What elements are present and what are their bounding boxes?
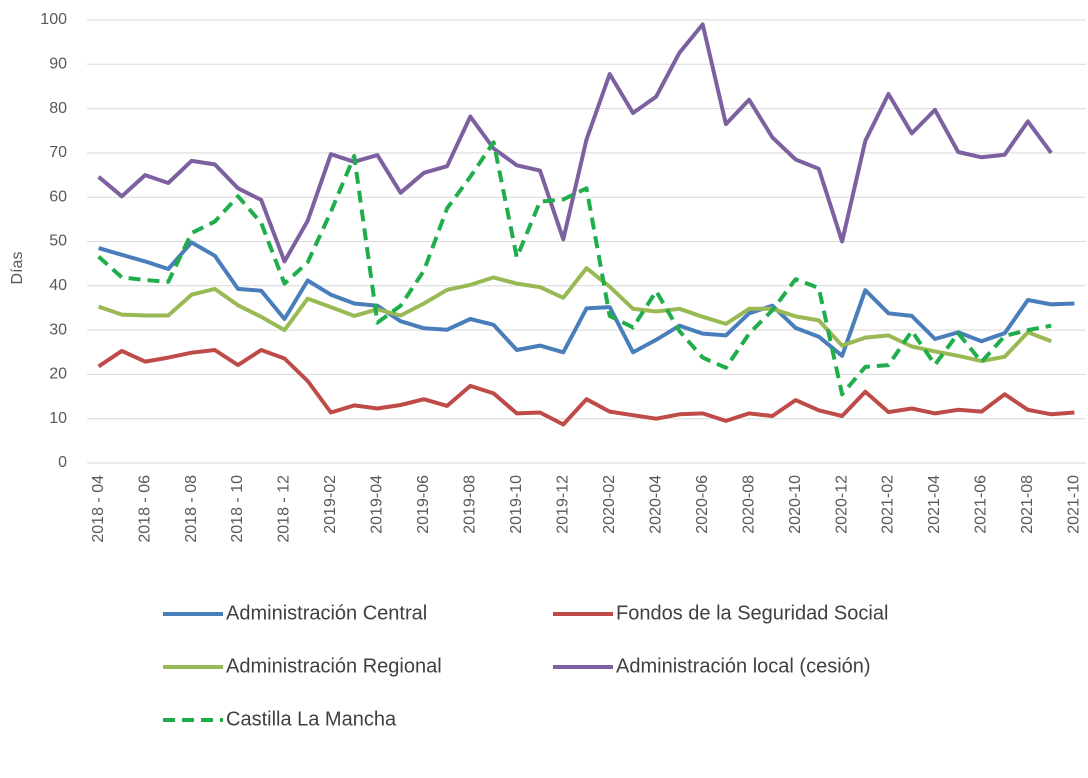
y-tick-label: 10	[49, 410, 67, 427]
x-tick-label: 2020-04	[647, 475, 664, 534]
legend-label: Administración Regional	[226, 655, 442, 677]
series-line	[97, 348, 1075, 427]
series-line	[97, 22, 1053, 264]
y-tick-label: 50	[49, 233, 67, 250]
x-tick-label: 2019-12	[554, 475, 571, 534]
x-tick-label: 2021-04	[926, 475, 943, 534]
x-tick-label: 2019-06	[415, 475, 432, 534]
y-tick-label: 30	[49, 321, 67, 338]
x-tick-label: 2018 - 08	[183, 475, 200, 543]
series-line	[98, 240, 1075, 358]
y-axis-label: Días	[9, 252, 26, 285]
x-tick-label: 2020-02	[601, 475, 618, 534]
y-tick-label: 20	[49, 366, 67, 383]
x-tick-label: 2019-08	[462, 475, 479, 534]
legend-label: Castilla La Mancha	[226, 708, 397, 730]
series-line	[97, 140, 1052, 397]
x-tick-label: 2019-02	[322, 475, 339, 534]
x-tick-label: 2021-10	[1066, 475, 1083, 534]
legend-label: Fondos de la Seguridad Social	[616, 602, 888, 624]
legend-label: Administración Central	[226, 602, 427, 624]
y-tick-label: 70	[49, 144, 67, 161]
y-tick-label: 0	[58, 454, 67, 471]
x-tick-label: 2019-04	[369, 475, 386, 534]
x-tick-label: 2020-06	[694, 475, 711, 534]
x-tick-label: 2020-10	[787, 475, 804, 534]
x-tick-label: 2020-08	[740, 475, 757, 534]
y-tick-label: 80	[49, 100, 67, 117]
y-tick-label: 60	[49, 188, 67, 205]
x-tick-label: 2018 - 12	[276, 475, 293, 543]
x-tick-label: 2021-06	[973, 475, 990, 534]
x-tick-label: 2019-10	[508, 475, 525, 534]
y-tick-label: 100	[40, 11, 67, 28]
x-tick-label: 2018 - 10	[229, 475, 246, 543]
y-tick-label: 90	[49, 56, 67, 73]
x-tick-label: 2018 - 06	[136, 475, 153, 543]
x-tick-label: 2021-02	[880, 475, 897, 534]
x-tick-label: 2021-08	[1019, 475, 1036, 534]
y-tick-label: 40	[49, 277, 67, 294]
x-tick-label: 2020-12	[833, 475, 850, 534]
legend-label: Administración local (cesión)	[616, 655, 871, 677]
series-line	[97, 266, 1052, 364]
x-tick-label: 2018 - 04	[90, 475, 107, 543]
